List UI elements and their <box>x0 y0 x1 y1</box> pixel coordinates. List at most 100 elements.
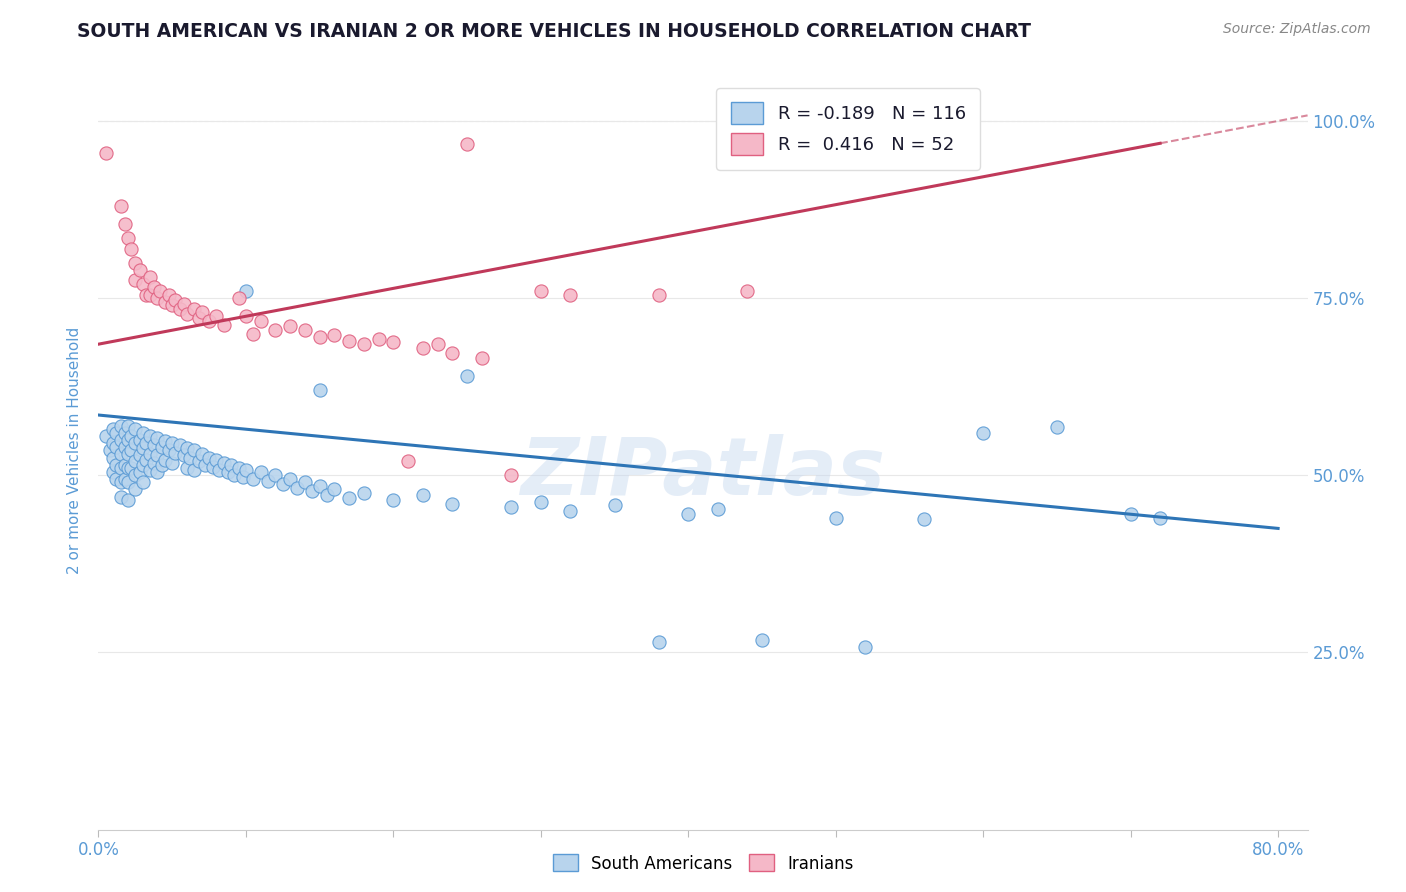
Legend: South Americans, Iranians: South Americans, Iranians <box>546 847 860 880</box>
Point <box>471 351 494 366</box>
Point <box>205 452 228 467</box>
Point <box>257 474 280 488</box>
Point <box>316 488 339 502</box>
Point <box>278 472 301 486</box>
Point <box>98 443 121 458</box>
Point <box>396 454 419 468</box>
Point <box>101 450 124 465</box>
Point <box>219 458 242 472</box>
Point <box>222 468 245 483</box>
Point <box>202 459 225 474</box>
Point <box>530 495 553 509</box>
Point <box>198 314 221 328</box>
Point <box>146 431 169 445</box>
Point <box>367 332 389 346</box>
Point <box>124 436 146 450</box>
Point <box>169 301 191 316</box>
Point <box>530 284 553 298</box>
Point <box>912 512 935 526</box>
Point <box>105 458 128 472</box>
Point <box>157 287 180 301</box>
Point <box>412 488 434 502</box>
Text: SOUTH AMERICAN VS IRANIAN 2 OR MORE VEHICLES IN HOUSEHOLD CORRELATION CHART: SOUTH AMERICAN VS IRANIAN 2 OR MORE VEHI… <box>77 22 1032 41</box>
Point <box>1119 507 1142 521</box>
Point <box>735 284 758 298</box>
Point <box>426 337 449 351</box>
Point <box>176 461 198 475</box>
Point <box>212 318 235 332</box>
Point <box>194 458 217 472</box>
Point <box>173 449 195 463</box>
Point <box>124 468 146 483</box>
Point <box>139 269 162 284</box>
Point <box>165 293 187 307</box>
Point <box>157 443 180 458</box>
Point <box>249 314 271 328</box>
Point <box>153 434 176 449</box>
Point <box>153 452 176 467</box>
Point <box>228 461 250 475</box>
Point <box>160 456 183 470</box>
Point <box>183 462 205 476</box>
Point <box>139 287 162 301</box>
Point <box>117 447 139 461</box>
Point <box>117 418 139 433</box>
Point <box>456 136 478 151</box>
Point <box>105 472 128 486</box>
Point <box>117 231 139 245</box>
Point <box>205 309 228 323</box>
Point <box>603 498 626 512</box>
Point <box>153 294 176 309</box>
Point <box>264 468 287 483</box>
Point <box>131 475 153 490</box>
Point <box>117 475 139 490</box>
Point <box>114 472 136 486</box>
Point <box>149 284 172 298</box>
Point <box>382 334 405 349</box>
Point <box>183 301 205 316</box>
Point <box>648 287 671 301</box>
Point <box>308 479 330 493</box>
Point <box>131 442 153 456</box>
Point <box>187 310 209 325</box>
Point <box>287 481 309 495</box>
Point <box>120 443 142 458</box>
Point <box>278 319 301 334</box>
Point <box>139 462 162 476</box>
Point <box>146 449 169 463</box>
Point <box>143 438 166 452</box>
Point <box>264 323 287 337</box>
Point <box>308 383 330 397</box>
Point <box>128 449 150 463</box>
Text: Source: ZipAtlas.com: Source: ZipAtlas.com <box>1223 22 1371 37</box>
Point <box>101 422 124 436</box>
Point <box>114 425 136 440</box>
Point <box>143 456 166 470</box>
Point <box>139 429 162 443</box>
Point <box>412 341 434 355</box>
Point <box>382 493 405 508</box>
Point <box>235 309 257 323</box>
Point <box>101 465 124 479</box>
Point <box>1046 420 1069 434</box>
Point <box>198 450 221 465</box>
Point <box>217 465 239 479</box>
Point <box>678 507 700 521</box>
Point <box>146 291 169 305</box>
Point <box>294 323 316 337</box>
Point <box>135 436 157 450</box>
Point <box>120 461 142 475</box>
Point <box>94 429 117 443</box>
Point <box>648 634 671 648</box>
Point <box>124 422 146 436</box>
Point <box>128 262 150 277</box>
Point <box>271 476 294 491</box>
Point <box>160 298 183 312</box>
Point <box>150 458 173 472</box>
Point <box>114 217 136 231</box>
Point <box>131 458 153 472</box>
Point <box>124 483 146 497</box>
Point <box>560 287 582 301</box>
Point <box>824 510 846 524</box>
Point <box>110 447 132 461</box>
